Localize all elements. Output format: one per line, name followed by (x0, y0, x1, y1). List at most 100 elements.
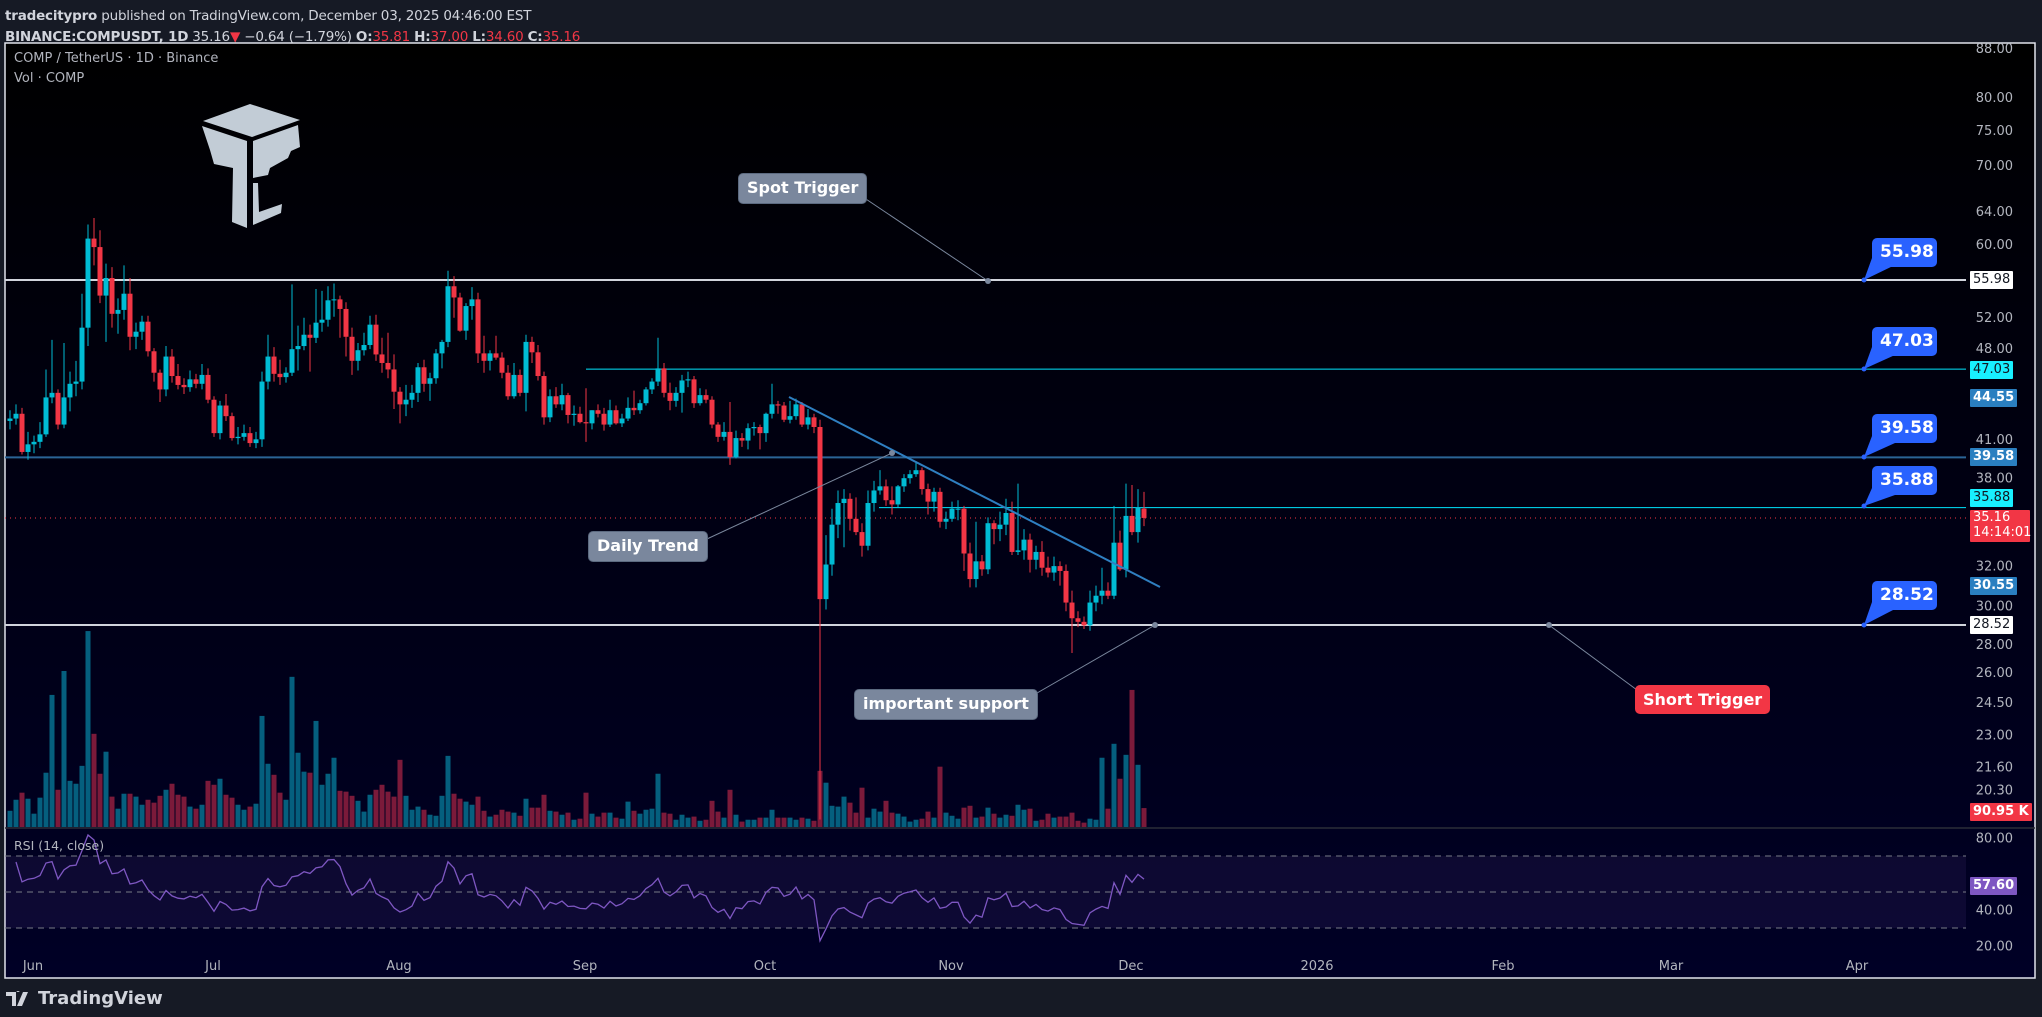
candle-body (1027, 539, 1033, 560)
tradecity-logo (202, 104, 300, 228)
volume-bar (265, 763, 271, 827)
candle-body (985, 523, 991, 570)
candle-body (1051, 566, 1057, 573)
symbol-name: BINANCE:COMPUSDT, 1D (5, 29, 189, 45)
volume-bar (745, 819, 751, 827)
volume-bar (829, 805, 835, 827)
candle-body (1141, 508, 1147, 518)
level-callout-35-88[interactable]: 35.88 (1872, 466, 1937, 495)
candle-body (775, 404, 781, 406)
rsi-line (15, 833, 1145, 943)
time-axis-label: Feb (1491, 959, 1514, 974)
candle-body (745, 428, 751, 441)
candle-body (715, 424, 721, 437)
volume-bar (565, 812, 571, 827)
tradingview-logo[interactable]: TradingView (6, 988, 163, 1009)
candle-body (331, 299, 337, 301)
candle-body (181, 384, 187, 388)
volume-bar (157, 795, 163, 827)
candle-body (139, 321, 145, 332)
volume-bar (109, 796, 115, 827)
volume-bar (907, 821, 913, 827)
candle-body (703, 395, 709, 400)
candle-body (481, 353, 487, 361)
important-support-label[interactable]: important support (854, 689, 1038, 720)
volume-bar (967, 805, 973, 827)
price-axis-label: 26.00 (1976, 666, 2013, 681)
price-axis-label: 23.00 (1976, 729, 2013, 744)
candle-body (451, 286, 457, 298)
time-axis-label: Jul (204, 959, 221, 974)
time-axis-label: Aug (386, 959, 411, 974)
spot-trigger-label[interactable]: Spot Trigger (738, 173, 868, 204)
price-tag-39-58: 39.58 (1970, 448, 2018, 466)
volume-bar (1015, 804, 1021, 827)
volume-bar (253, 803, 259, 827)
short-trigger-label[interactable]: Short Trigger (1635, 685, 1771, 714)
level-callout-55-98[interactable]: 55.98 (1872, 238, 1937, 267)
volume-bar (655, 773, 661, 827)
volume-bar (691, 816, 697, 827)
rsi-legend[interactable]: RSI (14, close) (14, 838, 105, 853)
candle-body (865, 503, 871, 546)
candle-body (709, 399, 715, 425)
author-name[interactable]: tradecitypro (5, 8, 98, 24)
candle-body (157, 372, 163, 390)
candle-body (235, 436, 241, 439)
price-axis-label: 48.00 (1976, 342, 2013, 357)
chart-legend-title[interactable]: COMP / TetherUS · 1D · Binance (14, 51, 219, 66)
volume-bar (229, 797, 235, 827)
candle-body (601, 413, 607, 425)
candle-body (127, 293, 133, 337)
daily-trend-label[interactable]: Daily Trend (588, 531, 708, 562)
candle-body (667, 392, 673, 401)
price-axis-label: 32.00 (1976, 560, 2013, 575)
volume-bar (1021, 809, 1027, 827)
volume-bar (859, 787, 865, 827)
level-callout-28-52[interactable]: 28.52 (1872, 581, 1937, 610)
candle-body (577, 413, 583, 423)
candle-body (427, 378, 433, 384)
volume-bar (439, 795, 445, 827)
volume-bar (355, 800, 361, 827)
candle-body (769, 404, 775, 414)
candle-body (469, 299, 475, 307)
candle-body (343, 308, 349, 337)
candle-body (421, 367, 427, 384)
candle-body (385, 362, 391, 370)
candle-body (607, 410, 613, 425)
time-axis-label: Oct (754, 959, 776, 974)
volume-bar (805, 818, 811, 827)
volume-tag: 90.95 K (1970, 803, 2032, 821)
candle-body (1093, 595, 1099, 603)
price-change: −0.64 (−1.79%) (244, 29, 352, 45)
price-axis-label: 20.30 (1976, 783, 2013, 798)
candle-body (25, 444, 31, 452)
level-callout-39-58[interactable]: 39.58 (1872, 414, 1937, 443)
candle-body (1057, 566, 1063, 571)
volume-bar (871, 808, 877, 827)
volume-bar (313, 720, 319, 827)
price-axis-label: 41.00 (1976, 433, 2013, 448)
candle-body (373, 324, 379, 355)
candle-body (805, 417, 811, 425)
volume-bar (331, 757, 337, 827)
candle-body (187, 379, 193, 388)
volume-legend[interactable]: Vol · COMP (14, 71, 85, 86)
candle-body (727, 431, 733, 458)
volume-bar (319, 784, 325, 827)
volume-bar (865, 817, 871, 827)
volume-bar (541, 794, 547, 827)
low-value: 34.60 (485, 29, 524, 45)
level-callout-47-03[interactable]: 47.03 (1872, 327, 1937, 356)
candle-body (67, 383, 73, 398)
candle-body (319, 319, 325, 323)
volume-bar (841, 796, 847, 827)
candle-body (361, 345, 367, 351)
volume-bar (295, 752, 301, 827)
candle-body (511, 374, 517, 397)
volume-bar (277, 792, 283, 827)
volume-bar (25, 798, 31, 827)
candle-body (937, 491, 943, 522)
